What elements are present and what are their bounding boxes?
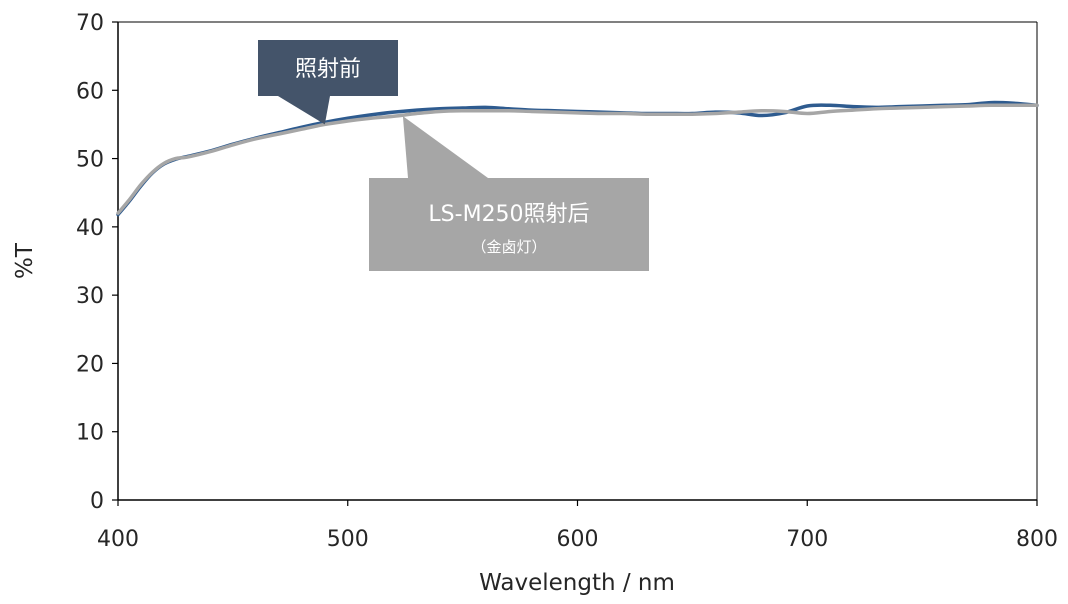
- y-tick-label: 20: [76, 352, 104, 377]
- x-tick-label: 400: [97, 527, 139, 552]
- callout-after-sublabel: （金卤灯）: [471, 238, 546, 256]
- y-tick-label: 70: [76, 11, 104, 36]
- y-axis-title: %T: [12, 242, 38, 279]
- callout-before-label: 照射前: [295, 57, 361, 82]
- x-tick-label: 600: [557, 527, 599, 552]
- callout-before-pointer: [278, 96, 330, 125]
- callout-after-pointer: [402, 116, 488, 178]
- x-tick-label: 800: [1016, 527, 1058, 552]
- x-tick-label: 700: [786, 527, 828, 552]
- callout-before-irradiation: 照射前: [258, 40, 398, 125]
- series-lines: [116, 100, 1039, 217]
- x-tick-label: 500: [327, 527, 369, 552]
- plot-area: [117, 21, 1038, 501]
- y-tick-label: 60: [76, 79, 104, 104]
- y-tick-label: 50: [76, 148, 104, 173]
- callout-after-irradiation: LS-M250照射后 （金卤灯）: [369, 116, 649, 271]
- axis-ticks: 0 10 20 30 40 50 60 70 400 500 600 700 800: [76, 11, 1058, 552]
- y-tick-label: 30: [76, 284, 104, 309]
- callout-after-label: LS-M250照射后: [428, 202, 589, 227]
- y-tick-label: 40: [76, 216, 104, 241]
- callout-after-box: [369, 178, 649, 271]
- callout-before-box: [258, 40, 398, 96]
- y-tick-label: 10: [76, 421, 104, 446]
- y-tick-label: 0: [90, 489, 104, 514]
- x-axis-title: Wavelength / nm: [479, 570, 675, 596]
- series-line-after: [116, 103, 1039, 215]
